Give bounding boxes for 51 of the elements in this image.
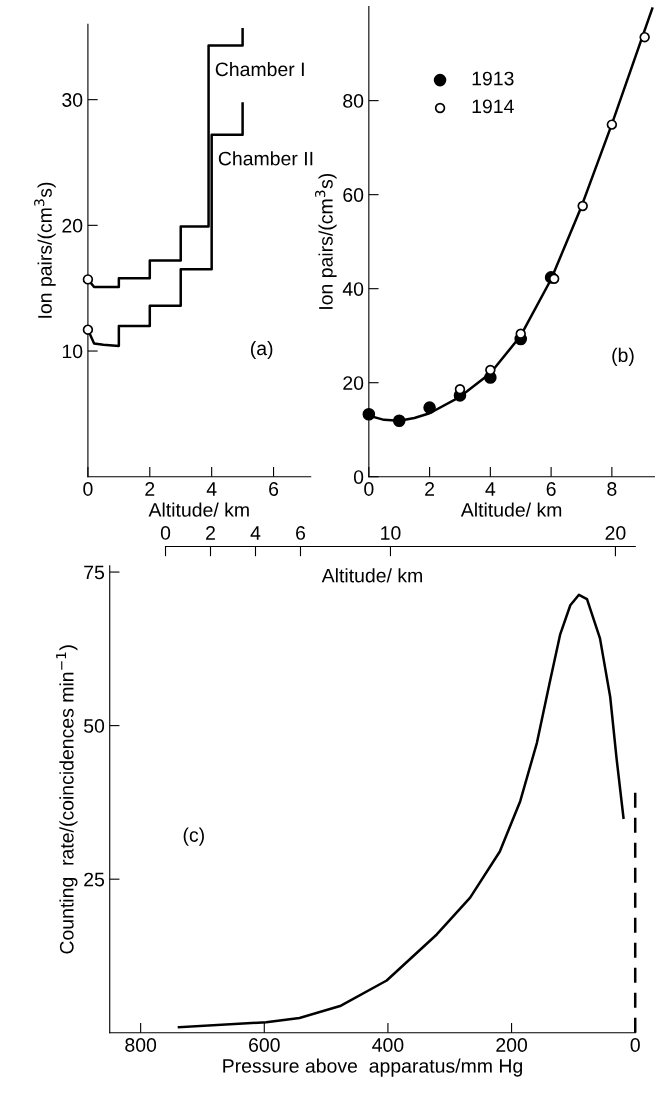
point <box>639 31 650 43</box>
x2-axis-title: Altitude/ km <box>321 568 422 583</box>
x-axis-title: Altitude/ km <box>460 502 562 517</box>
series-label: Chamber II <box>218 151 313 166</box>
x2-tick-label: 6 <box>296 526 306 540</box>
x2-tick-label: 20 <box>605 526 626 540</box>
point <box>362 407 376 421</box>
y-axis-title: Counting rate/(coincidences min$^{−1}$) <box>56 645 78 954</box>
x-axis-title: Pressure above apparatus/mm Hg <box>223 1058 522 1077</box>
x-tick-label: 6 <box>546 482 556 496</box>
y-axis-title: Ion pairs/(cm$^{3}$s) <box>315 173 337 309</box>
y-tick-label: 10 <box>62 344 83 359</box>
y-tick-label: 20 <box>62 218 83 233</box>
x-tick-label: 8 <box>607 482 617 496</box>
x2-tick-label: 4 <box>250 526 261 540</box>
x-tick-label: 200 <box>496 1038 528 1052</box>
point <box>577 200 588 212</box>
point <box>423 401 436 414</box>
y-tick-label: 25 <box>84 872 105 887</box>
y-tick-label: 30 <box>62 93 83 107</box>
x-tick-label: 4 <box>206 482 217 496</box>
x-tick-label: 6 <box>269 482 279 496</box>
y-tick-label: 40 <box>342 282 364 296</box>
legend-label: 1914 <box>472 99 514 114</box>
x-tick-label: 2 <box>145 482 155 496</box>
y-tick-label: 60 <box>343 188 364 202</box>
annotation: (a) <box>250 340 273 360</box>
y-tick-label: 0 <box>353 470 364 484</box>
y-axis-title: Ion pairs/(cm$^{3}$s) <box>34 182 56 318</box>
x-tick-label: 0 <box>630 1038 640 1052</box>
x2-tick-label: 2 <box>206 526 215 540</box>
series-label: Chamber I <box>215 61 304 77</box>
annotation: (b) <box>612 347 634 366</box>
legend-label: 1913 <box>472 71 514 86</box>
x2-tick-label: 0 <box>160 526 171 540</box>
x2-tick-label: 10 <box>381 526 401 540</box>
y-tick-label: 80 <box>343 94 364 108</box>
y-tick-label: 75 <box>84 565 105 580</box>
annotation: (c) <box>183 827 204 846</box>
point <box>392 414 406 428</box>
x-tick-label: 400 <box>372 1038 404 1052</box>
x-tick-label: 2 <box>425 482 435 496</box>
y-tick-label: 50 <box>84 719 105 733</box>
x-axis-title: Altitude/ km <box>148 502 249 517</box>
y-tick-label: 20 <box>343 376 364 390</box>
line-series <box>177 593 625 1029</box>
x-tick-label: 800 <box>125 1038 157 1052</box>
x-tick-label: 4 <box>485 482 496 496</box>
x-tick-label: 600 <box>249 1038 280 1052</box>
x-tick-label: 0 <box>364 482 374 496</box>
point <box>606 119 618 130</box>
